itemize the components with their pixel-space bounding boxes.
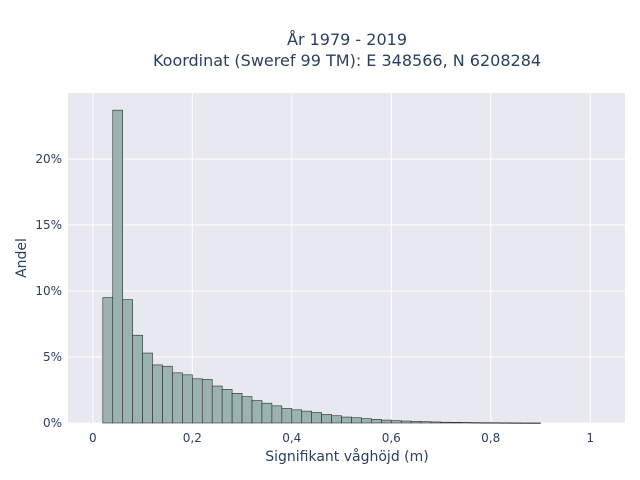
histogram-bar bbox=[311, 412, 322, 424]
histogram-bar bbox=[251, 400, 263, 424]
histogram-bar bbox=[102, 297, 114, 424]
y-tick-label: 5% bbox=[43, 350, 62, 364]
y-tick-label: 20% bbox=[35, 152, 62, 166]
histogram-bar bbox=[162, 365, 173, 424]
x-axis-ticks: 0 0,2 0,4 0,6 0,8 1 bbox=[89, 431, 594, 445]
histogram-bar bbox=[490, 422, 501, 424]
histogram-bar bbox=[182, 374, 193, 424]
histogram-bar bbox=[341, 416, 352, 424]
histogram-bar bbox=[480, 422, 492, 424]
histogram-bar bbox=[331, 415, 342, 424]
histogram-bar bbox=[460, 422, 472, 424]
histogram-bar bbox=[530, 422, 541, 424]
histogram-bars bbox=[102, 109, 541, 424]
histogram-bar bbox=[152, 364, 163, 424]
chart-title-line1: År 1979 - 2019 bbox=[287, 30, 407, 49]
y-tick-label: 10% bbox=[35, 284, 62, 298]
x-tick-label: 0 bbox=[89, 431, 97, 445]
histogram-bar bbox=[420, 421, 432, 424]
x-tick-label: 0,6 bbox=[382, 431, 401, 445]
histogram-bar bbox=[410, 421, 422, 424]
histogram-bar bbox=[470, 422, 482, 424]
x-tick-label: 0,2 bbox=[183, 431, 202, 445]
histogram-bar bbox=[291, 409, 303, 424]
histogram-bar bbox=[172, 372, 183, 424]
histogram-bar bbox=[500, 422, 511, 424]
histogram-bar bbox=[361, 418, 372, 424]
x-tick-label: 0,4 bbox=[282, 431, 301, 445]
chart-title-line2: Koordinat (Sweref 99 TM): E 348566, N 62… bbox=[153, 51, 541, 70]
y-tick-label: 0% bbox=[43, 416, 62, 430]
histogram-bar bbox=[231, 392, 243, 424]
histogram-bar bbox=[112, 109, 124, 424]
histogram-bar bbox=[241, 396, 253, 424]
histogram-bar bbox=[142, 352, 153, 424]
x-tick-label: 0,8 bbox=[481, 431, 500, 445]
histogram-bar bbox=[122, 299, 133, 424]
histogram-bar bbox=[271, 405, 283, 424]
histogram-bar bbox=[400, 420, 412, 424]
histogram-bar bbox=[221, 389, 233, 424]
histogram-bar bbox=[371, 419, 382, 424]
x-tick-label: 1 bbox=[586, 431, 594, 445]
histogram-bar bbox=[381, 419, 392, 424]
histogram-bar bbox=[192, 378, 203, 424]
x-axis-label: Signifikant våghöjd (m) bbox=[265, 448, 428, 465]
histogram-bar bbox=[281, 408, 293, 424]
y-axis-label: Andel bbox=[14, 238, 30, 278]
histogram-bar bbox=[450, 422, 462, 424]
histogram-bar bbox=[301, 410, 312, 424]
histogram-bar bbox=[201, 379, 213, 424]
histogram-bar bbox=[132, 334, 143, 424]
histogram-bar bbox=[351, 417, 362, 424]
histogram-bar bbox=[261, 402, 273, 424]
histogram-bar bbox=[390, 420, 402, 424]
histogram-bar bbox=[520, 422, 531, 424]
histogram-bar bbox=[440, 421, 452, 424]
histogram-bar bbox=[321, 414, 332, 424]
histogram-bar bbox=[211, 385, 223, 424]
y-tick-label: 15% bbox=[35, 218, 62, 232]
histogram-bar bbox=[510, 422, 521, 424]
histogram-bar bbox=[430, 421, 442, 424]
y-axis-ticks: 0% 5% 10% 15% 20% bbox=[35, 152, 62, 430]
